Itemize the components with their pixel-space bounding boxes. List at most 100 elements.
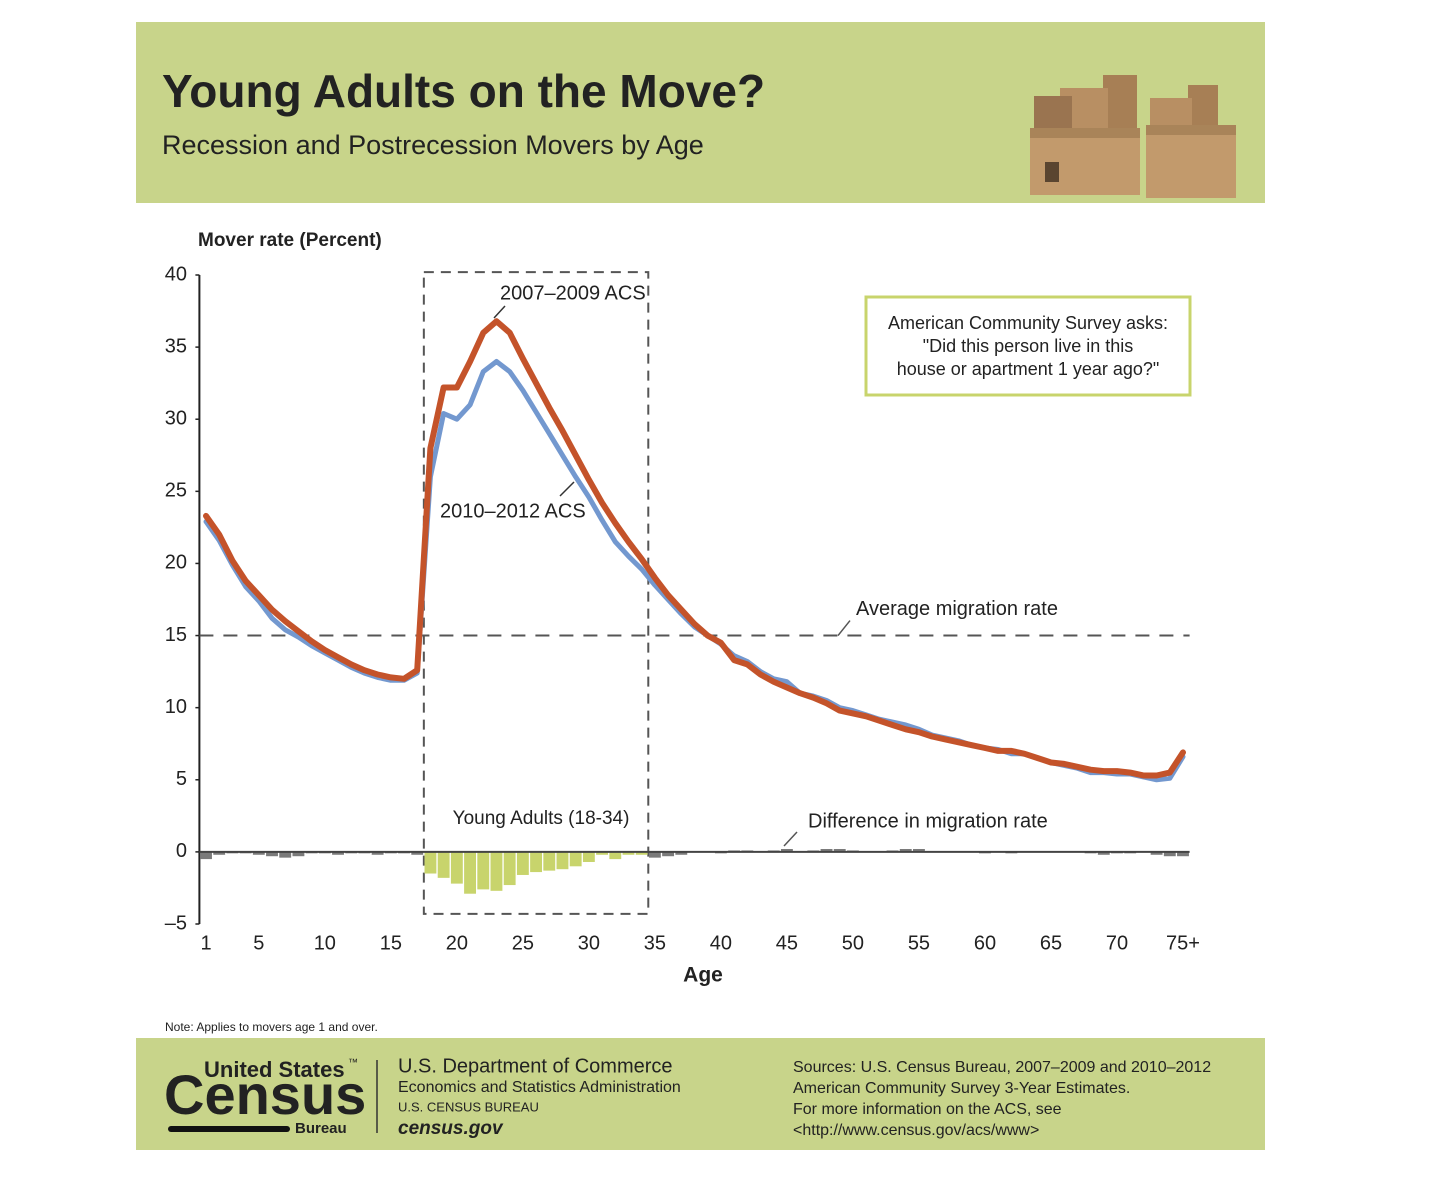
difference-bar: [516, 851, 529, 875]
difference-bar: [609, 851, 622, 860]
y-tick-label: 30: [165, 408, 187, 430]
difference-bar: [1163, 851, 1176, 857]
y-tick-label: 20: [165, 552, 187, 574]
x-tick-label: 15: [380, 932, 402, 954]
leader-line: [837, 620, 851, 637]
y-tick-label: 35: [165, 335, 187, 357]
y-tick-label: 40: [165, 263, 187, 285]
y-tick-label: 25: [165, 480, 187, 502]
difference-bar: [490, 851, 503, 891]
difference-bar: [411, 851, 424, 855]
difference-bar: [424, 851, 437, 874]
difference-bar: [450, 851, 463, 884]
y-tick-label: –5: [165, 912, 187, 934]
difference-bar: [543, 851, 556, 871]
difference-bar: [569, 851, 582, 867]
difference-bar: [820, 849, 833, 852]
sources-text: Sources: U.S. Census Bureau, 2007–2009 a…: [793, 1059, 1211, 1076]
x-tick-label: 75+: [1166, 932, 1200, 954]
sources-text: <http://www.census.gov/acs/www>: [793, 1122, 1039, 1139]
x-tick-label: 45: [776, 932, 798, 954]
difference-bar: [464, 851, 476, 894]
x-tick-label: 55: [908, 932, 930, 954]
sources-text: For more information on the ACS, see: [793, 1101, 1062, 1118]
footer-band: [136, 1038, 1265, 1150]
logo-text: United States: [204, 1057, 345, 1082]
difference-bar: [292, 851, 305, 857]
note: Note: Applies to movers age 1 and over.: [165, 1020, 378, 1034]
y-tick-label: 10: [165, 696, 187, 718]
subtitle: Recession and Postrecession Movers by Ag…: [162, 130, 704, 160]
difference-bar: [556, 851, 569, 870]
y-tick-label: 0: [176, 840, 187, 862]
difference-bar: [780, 849, 793, 852]
logo-bar: [168, 1126, 290, 1132]
y-axis-label: Mover rate (Percent): [198, 230, 382, 251]
x-tick-label: 70: [1106, 932, 1128, 954]
difference-bar: [252, 851, 265, 855]
difference-bar: [582, 851, 595, 862]
difference-bar: [899, 849, 912, 852]
agency-text: U.S. Department of Commerce: [398, 1055, 673, 1077]
difference-bar: [635, 851, 648, 855]
x-tick-label: 20: [446, 932, 468, 954]
difference-bar: [648, 851, 661, 858]
difference-bar: [266, 851, 278, 857]
x-tick-label: 50: [842, 932, 864, 954]
callout-text: American Community Survey asks:: [888, 313, 1168, 333]
bars-label: Difference in migration rate: [808, 810, 1048, 832]
y-tick-label: 5: [176, 768, 187, 790]
x-tick-label: 10: [314, 932, 336, 954]
difference-bar: [833, 849, 846, 852]
x-tick-label: 60: [974, 932, 996, 954]
difference-bar: [477, 851, 490, 890]
difference-bar: [213, 851, 226, 855]
leader-line: [559, 481, 575, 497]
difference-bar: [371, 851, 384, 855]
difference-bar: [279, 851, 292, 858]
highlight-label: Young Adults (18-34): [453, 808, 630, 829]
x-tick-label: 40: [710, 932, 732, 954]
difference-bar: [662, 851, 675, 857]
difference-bar: [913, 849, 925, 852]
difference-bar: [530, 851, 543, 873]
x-tick-label: 30: [578, 932, 600, 954]
series-line: [203, 359, 1186, 783]
reference-label: Average migration rate: [856, 598, 1058, 620]
difference-bar: [503, 851, 516, 886]
difference-bar: [1150, 851, 1163, 855]
agency-text: Economics and Statistics Administration: [398, 1079, 681, 1096]
difference-bar: [1177, 851, 1189, 857]
agency-text: U.S. CENSUS BUREAU: [398, 1099, 539, 1114]
difference-bar: [437, 851, 450, 878]
x-axis-label: Age: [683, 964, 723, 987]
x-tick-label: 5: [253, 932, 264, 954]
leader-line: [493, 305, 506, 319]
logo-tm: ™: [348, 1058, 358, 1069]
leader-line: [783, 831, 798, 847]
y-tick-label: 15: [165, 624, 187, 646]
callout-text: "Did this person live in this: [923, 336, 1133, 356]
difference-bar: [200, 851, 212, 860]
series-label: 2007–2009 ACS: [500, 282, 646, 304]
logo-text: Bureau: [295, 1120, 347, 1137]
series-line: [203, 318, 1186, 779]
series-label: 2010–2012 ACS: [440, 500, 586, 522]
difference-bar: [1097, 851, 1110, 855]
x-tick-label: 1: [200, 932, 211, 954]
agency-text: census.gov: [398, 1118, 504, 1139]
x-tick-label: 35: [644, 932, 666, 954]
difference-bar: [332, 851, 344, 855]
callout-text: house or apartment 1 year ago?": [897, 359, 1160, 379]
difference-bar: [622, 851, 635, 855]
sources-text: American Community Survey 3-Year Estimat…: [793, 1080, 1130, 1097]
boxes-illustration: [1030, 75, 1236, 198]
logo-text: Census: [164, 1063, 366, 1126]
x-tick-label: 65: [1040, 932, 1062, 954]
difference-bar: [596, 851, 609, 855]
callout-box: [864, 295, 1192, 397]
x-tick-label: 25: [512, 932, 534, 954]
difference-bar: [675, 851, 688, 855]
title: Young Adults on the Move?: [162, 65, 765, 117]
